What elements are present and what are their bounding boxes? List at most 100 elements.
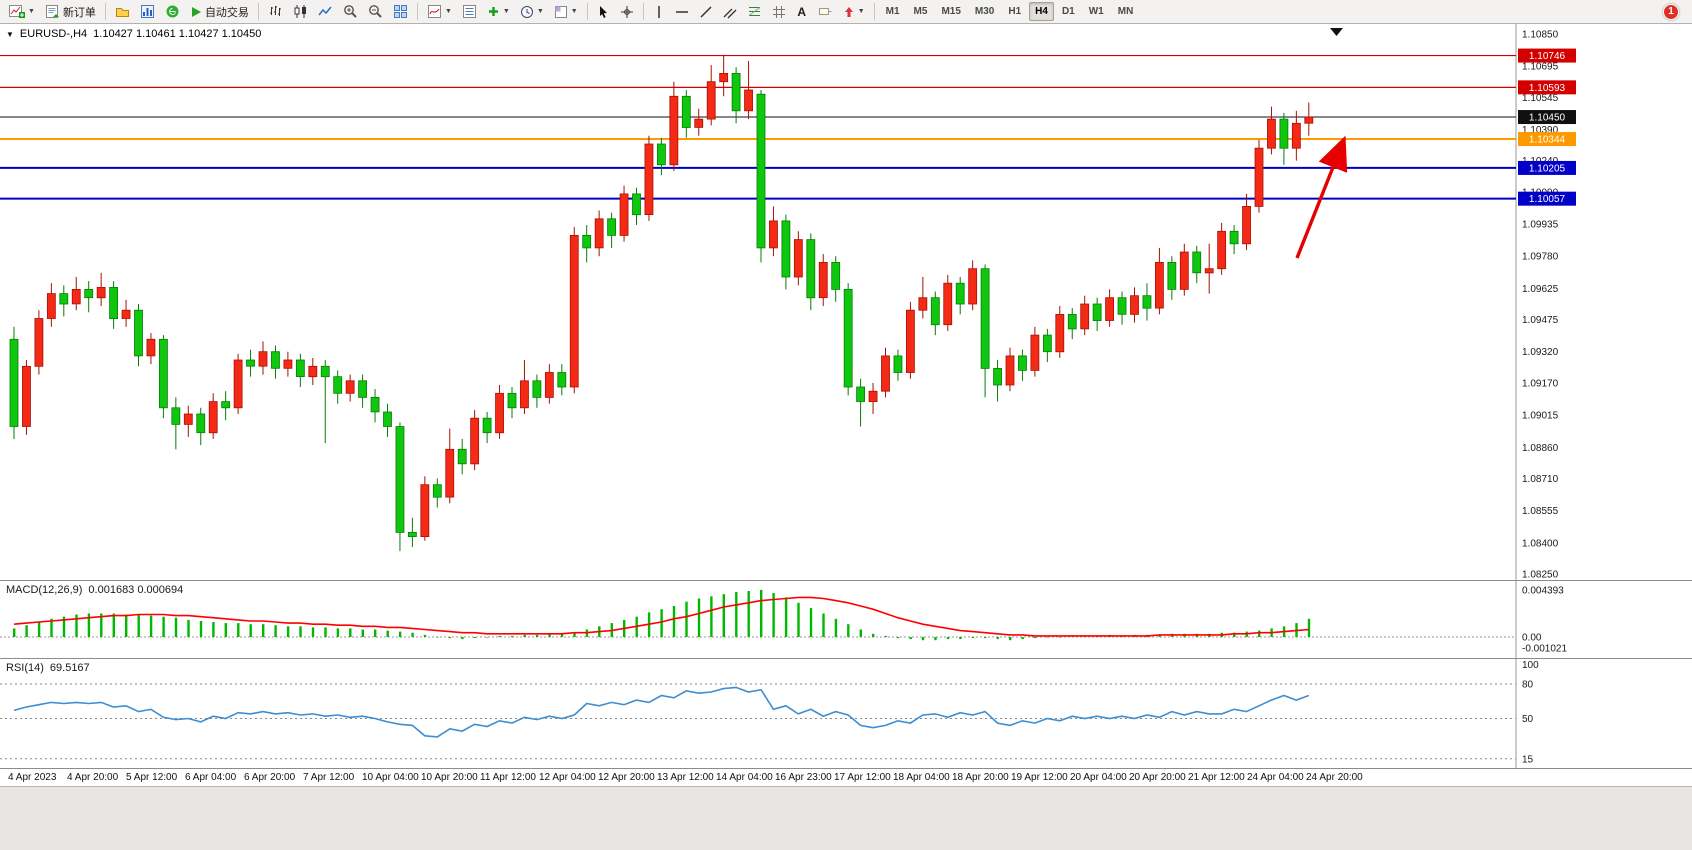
channel-icon [723, 8, 737, 18]
date-tick-label: 14 Apr 04:00 [716, 772, 773, 783]
indicators-button[interactable]: ▼ [423, 2, 456, 22]
channel-tool-button[interactable] [719, 2, 741, 22]
text-tool-button[interactable]: A [792, 2, 812, 22]
cursor-tool-button[interactable] [593, 2, 614, 22]
objects-list-button[interactable] [458, 2, 481, 22]
date-tick-label: 7 Apr 12:00 [303, 772, 355, 783]
macd-panel[interactable]: MACD(12,26,9) 0.001683 0.000694 0.004393 0… [0, 580, 1692, 658]
date-tick-label: 16 Apr 23:00 [775, 772, 832, 783]
candlestick-mode-button[interactable] [289, 2, 312, 22]
notification-badge[interactable]: 1 [1663, 3, 1679, 20]
price-chart-panel[interactable]: ▼ EURUSD-,H4 1.10427 1.10461 1.10427 1.1… [0, 24, 1692, 580]
chevron-down-icon: ▼ [444, 8, 452, 15]
zoom-out-button[interactable] [364, 2, 387, 22]
svg-text:15: 15 [1522, 754, 1534, 765]
chart-window: ▼ EURUSD-,H4 1.10427 1.10461 1.10427 1.1… [0, 24, 1692, 786]
zoom-in-button[interactable] [339, 2, 362, 22]
horizontal-line-tool-button[interactable] [671, 2, 693, 22]
date-tick-label: 5 Apr 12:00 [126, 772, 178, 783]
timeframe-mn[interactable]: MN [1117, 6, 1134, 17]
market-watch-button[interactable] [136, 2, 159, 22]
cursor-icon [599, 5, 607, 18]
metaeditor-button[interactable] [161, 2, 184, 22]
timeframe-w1[interactable]: W1 [1088, 6, 1104, 17]
line-chart-mode-button[interactable] [314, 2, 337, 22]
line-chart-icon [318, 6, 332, 16]
timeframe-m15[interactable]: M15 [941, 6, 961, 17]
autotrading-button[interactable]: 自动交易 [186, 2, 253, 22]
svg-text:1.10450: 1.10450 [1529, 113, 1566, 124]
date-tick-label: 10 Apr 04:00 [362, 772, 419, 783]
crosshair-icon [620, 5, 633, 18]
crosshair-tool-button[interactable] [616, 2, 638, 22]
trend-arrow-annotation[interactable] [1295, 135, 1348, 259]
template-icon [554, 5, 567, 18]
autotrading-label: 自动交易 [204, 6, 249, 19]
date-tick-label: 6 Apr 04:00 [185, 772, 237, 783]
autoscroll-marker-icon[interactable] [1330, 28, 1343, 36]
svg-text:1.10344: 1.10344 [1529, 135, 1566, 146]
rsi-canvas[interactable]: 100 80 50 15 [0, 659, 1692, 768]
date-tick-label: 12 Apr 04:00 [539, 772, 596, 783]
add-indicator-button[interactable]: ▼ [483, 2, 514, 22]
folder-icon [115, 8, 129, 17]
market-watch-icon [140, 5, 154, 18]
timeframe-h1[interactable]: H1 [1008, 6, 1022, 17]
svg-text:0.00: 0.00 [1522, 633, 1542, 644]
price-chart-canvas[interactable]: 1.108501.106951.105451.103901.102401.100… [0, 24, 1692, 580]
main-toolbar: ▼ 新订单 自动交易 ▼ ▼ [0, 0, 1692, 24]
zoom-in-icon [344, 5, 357, 18]
rsi-panel[interactable]: RSI(14) 69.5167 100 80 50 15 [0, 658, 1692, 768]
arrows-tool-button[interactable]: ▼ [839, 2, 869, 22]
bar-chart-icon [269, 6, 281, 16]
toolbar-separator [642, 3, 644, 20]
svg-text:1.08400: 1.08400 [1522, 538, 1559, 549]
time-axis[interactable]: 4 Apr 2023 4 Apr 20:00 5 Apr 12:00 6 Apr 04… [0, 768, 1692, 786]
periods-button[interactable]: ▼ [516, 2, 548, 22]
svg-text:1.10746: 1.10746 [1529, 51, 1566, 62]
svg-text:1.10695: 1.10695 [1522, 62, 1559, 73]
candlestick-icon [294, 5, 306, 18]
svg-text:1.10545: 1.10545 [1522, 93, 1559, 104]
profiles-button[interactable] [111, 2, 134, 22]
new-order-button[interactable]: 新订单 [41, 2, 100, 22]
timeframe-d1[interactable]: D1 [1061, 6, 1075, 17]
timeframe-h4[interactable]: H4 [1029, 2, 1054, 21]
tile-windows-icon [393, 5, 407, 18]
date-tick-label: 17 Apr 12:00 [834, 772, 891, 783]
grid-tool-button[interactable] [768, 2, 790, 22]
vertical-line-tool-button[interactable] [649, 2, 669, 22]
svg-text:100: 100 [1522, 660, 1539, 671]
date-tick-label: 21 Apr 12:00 [1188, 772, 1245, 783]
symbol-dropdown-icon[interactable]: ▼ [6, 29, 14, 39]
date-tick-label: 4 Apr 2023 [8, 772, 57, 783]
order-form-icon [45, 5, 59, 18]
trendline-tool-button[interactable] [695, 2, 717, 22]
svg-text:1.08860: 1.08860 [1522, 443, 1559, 454]
timeframe-m5[interactable]: M5 [913, 6, 928, 17]
fibonacci-icon [748, 7, 760, 16]
svg-text:50: 50 [1522, 714, 1534, 725]
timeframe-m30[interactable]: M30 [974, 6, 995, 17]
tile-windows-button[interactable] [389, 2, 412, 22]
date-tick-label: 19 Apr 12:00 [1011, 772, 1068, 783]
templates-button[interactable]: ▼ [550, 2, 582, 22]
vertical-line-icon [657, 5, 660, 18]
date-tick-label: 13 Apr 12:00 [657, 772, 714, 783]
chevron-down-icon: ▼ [857, 8, 865, 15]
new-chart-icon [9, 5, 25, 18]
svg-text:1.10850: 1.10850 [1522, 29, 1559, 40]
rsi-line [13, 686, 1310, 738]
timeframe-m1[interactable]: M1 [885, 6, 900, 17]
svg-text:1.08250: 1.08250 [1522, 569, 1559, 580]
macd-canvas[interactable]: 0.004393 0.00-0.001021 [0, 581, 1692, 658]
new-chart-button[interactable]: ▼ [5, 2, 39, 22]
label-tool-button[interactable] [814, 2, 837, 22]
bar-chart-mode-button[interactable] [264, 2, 287, 22]
rsi-label: RSI(14) 69.5167 [6, 662, 90, 674]
grid-icon [772, 5, 785, 18]
fibonacci-tool-button[interactable] [743, 2, 766, 22]
chevron-down-icon: ▼ [28, 8, 35, 15]
chevron-down-icon: ▼ [536, 8, 544, 15]
svg-text:0.004393: 0.004393 [1522, 585, 1564, 596]
